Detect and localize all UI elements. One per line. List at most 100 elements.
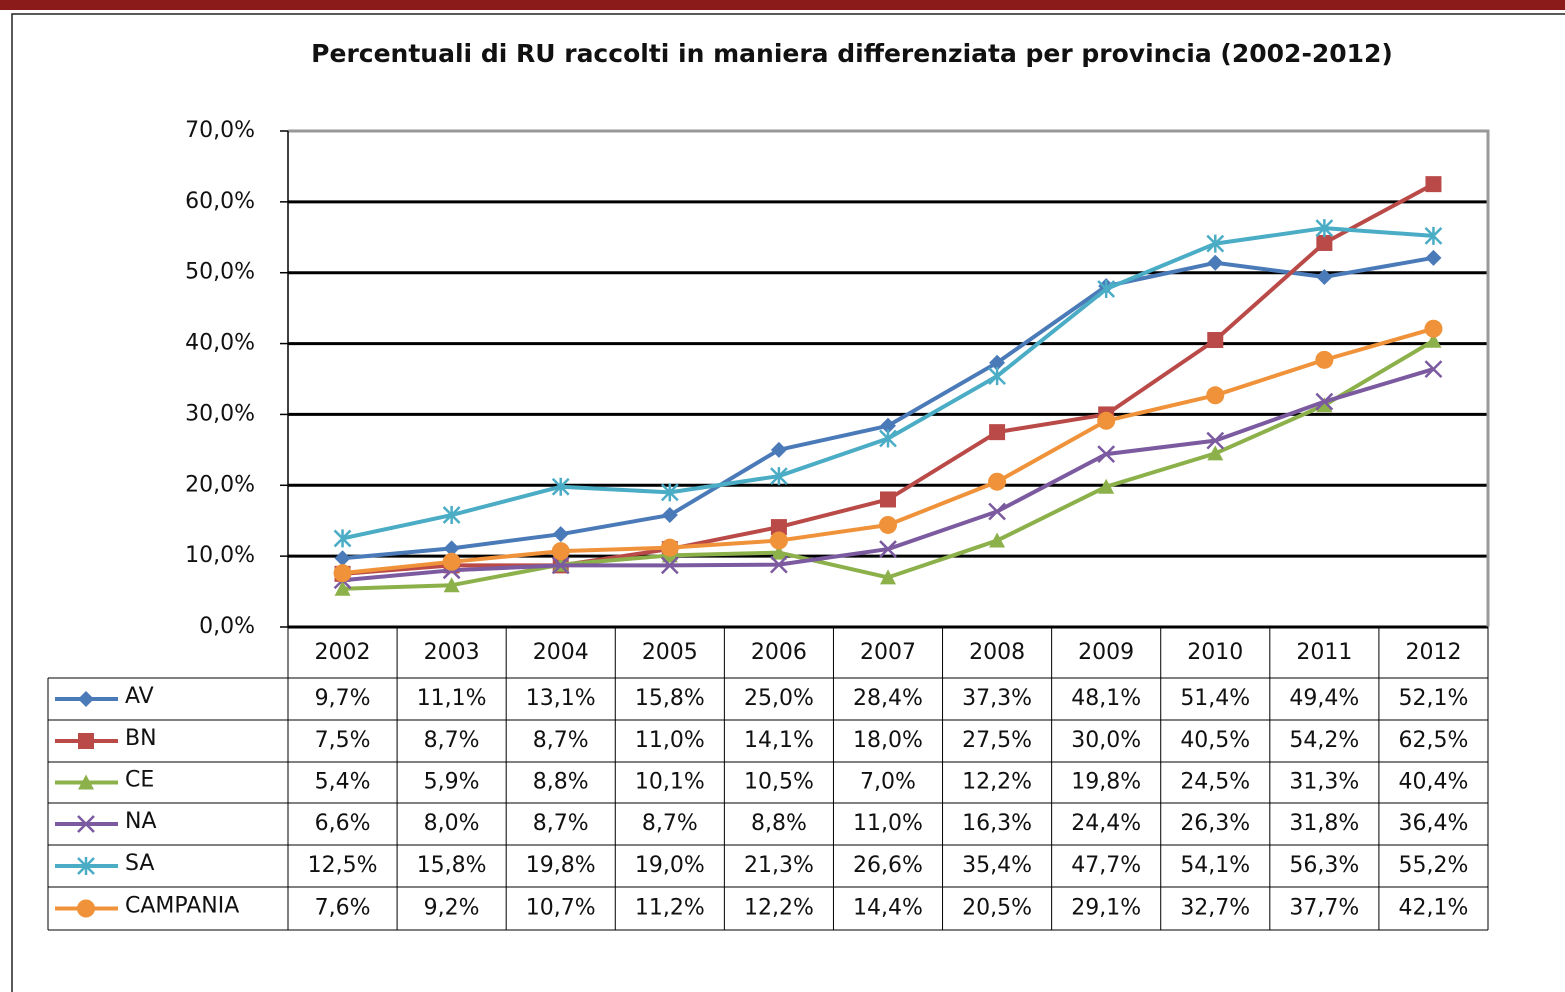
x-tick-label: 2005 [642, 640, 698, 665]
table-cell: 8,7% [533, 811, 589, 836]
marker [1424, 319, 1443, 338]
marker [1097, 445, 1116, 463]
table-cell: 14,1% [744, 728, 814, 753]
marker [77, 899, 95, 918]
marker [770, 467, 788, 486]
marker [880, 417, 896, 434]
x-tick-label: 2004 [533, 640, 589, 665]
table-cell: 18,0% [853, 728, 923, 753]
table-cell: 8,7% [642, 811, 698, 836]
marker [660, 483, 679, 502]
table-cell: 48,1% [1071, 686, 1141, 711]
marker [879, 429, 897, 448]
table-cell: 19,8% [526, 853, 596, 878]
table-cell: 5,4% [315, 770, 371, 795]
table-cell: 37,3% [962, 686, 1032, 711]
marker [1425, 332, 1442, 348]
marker [770, 441, 787, 458]
table-cell: 32,7% [1180, 896, 1250, 921]
table-cell: 56,3% [1289, 853, 1359, 878]
chart-title: Percentuali di RU raccolti in maniera di… [311, 39, 1393, 68]
table-cell: 6,6% [315, 811, 371, 836]
marker [880, 569, 896, 585]
table-cell: 12,2% [962, 770, 1032, 795]
marker [551, 477, 570, 496]
marker [1207, 254, 1224, 271]
marker [333, 564, 352, 583]
table-cell: 7,5% [315, 728, 371, 753]
marker [770, 555, 788, 574]
x-tick-label: 2009 [1078, 640, 1134, 665]
x-tick-label: 2011 [1296, 640, 1352, 665]
table-cell: 47,7% [1071, 853, 1141, 878]
marker [989, 532, 1006, 548]
table-cell: 11,1% [417, 686, 487, 711]
y-tick-label: 70,0% [185, 118, 255, 143]
table-cell: 20,5% [962, 896, 1032, 921]
x-tick-label: 2008 [969, 640, 1025, 665]
y-tick-label: 0,0% [199, 614, 255, 639]
y-tick-label: 20,0% [185, 472, 255, 497]
marker [78, 691, 94, 707]
marker [770, 519, 787, 536]
table-cell: 19,0% [635, 853, 705, 878]
table-cell: 30,0% [1071, 728, 1141, 753]
marker [1206, 431, 1225, 450]
table-cell: 11,0% [635, 728, 705, 753]
y-tick-label: 50,0% [185, 260, 255, 285]
table-cell: 7,0% [860, 770, 916, 795]
marker [78, 733, 94, 749]
y-tick-label: 30,0% [185, 401, 255, 426]
marker [988, 472, 1007, 491]
marker [442, 552, 461, 571]
marker [1316, 397, 1333, 413]
marker [661, 507, 678, 524]
table-cell: 42,1% [1399, 896, 1469, 921]
marker [1097, 280, 1116, 299]
table-cell: 29,1% [1071, 896, 1141, 921]
table-cell: 37,7% [1289, 896, 1359, 921]
marker [1424, 226, 1443, 245]
marker [1207, 332, 1224, 349]
table-cell: 31,3% [1289, 770, 1359, 795]
marker [77, 857, 95, 875]
table-cell: 10,1% [635, 770, 705, 795]
legend-label: NA [125, 809, 157, 834]
marker [552, 526, 569, 543]
table-cell: 14,4% [853, 896, 923, 921]
marker [1206, 234, 1225, 253]
series-line [342, 255, 1434, 561]
table-cell: 27,5% [962, 728, 1032, 753]
marker [770, 544, 787, 560]
marker [989, 354, 1006, 371]
table-cell: 51,4% [1180, 686, 1250, 711]
table-cell: 62,5% [1399, 728, 1469, 753]
marker [333, 529, 352, 548]
table-cell: 26,3% [1180, 811, 1250, 836]
marker [660, 538, 679, 557]
x-tick-label: 2012 [1405, 640, 1461, 665]
marker [78, 774, 94, 790]
marker [988, 367, 1006, 386]
legend-label: BN [125, 726, 157, 751]
marker [1316, 268, 1333, 285]
table-cell: 5,9% [424, 770, 480, 795]
marker [1315, 219, 1334, 238]
top-bar [0, 0, 1565, 10]
table-cell: 24,4% [1071, 811, 1141, 836]
marker [769, 531, 788, 550]
table-cell: 40,4% [1399, 770, 1469, 795]
marker [443, 577, 460, 593]
marker [660, 556, 679, 575]
x-tick-label: 2006 [751, 640, 807, 665]
table-cell: 19,8% [1071, 770, 1141, 795]
table-cell: 9,2% [424, 896, 480, 921]
y-tick-label: 40,0% [185, 331, 255, 356]
legend-label: CE [125, 768, 154, 793]
table-cell: 26,6% [853, 853, 923, 878]
marker [1098, 478, 1115, 494]
table-cell: 31,8% [1289, 811, 1359, 836]
plot-border [288, 129, 1490, 627]
